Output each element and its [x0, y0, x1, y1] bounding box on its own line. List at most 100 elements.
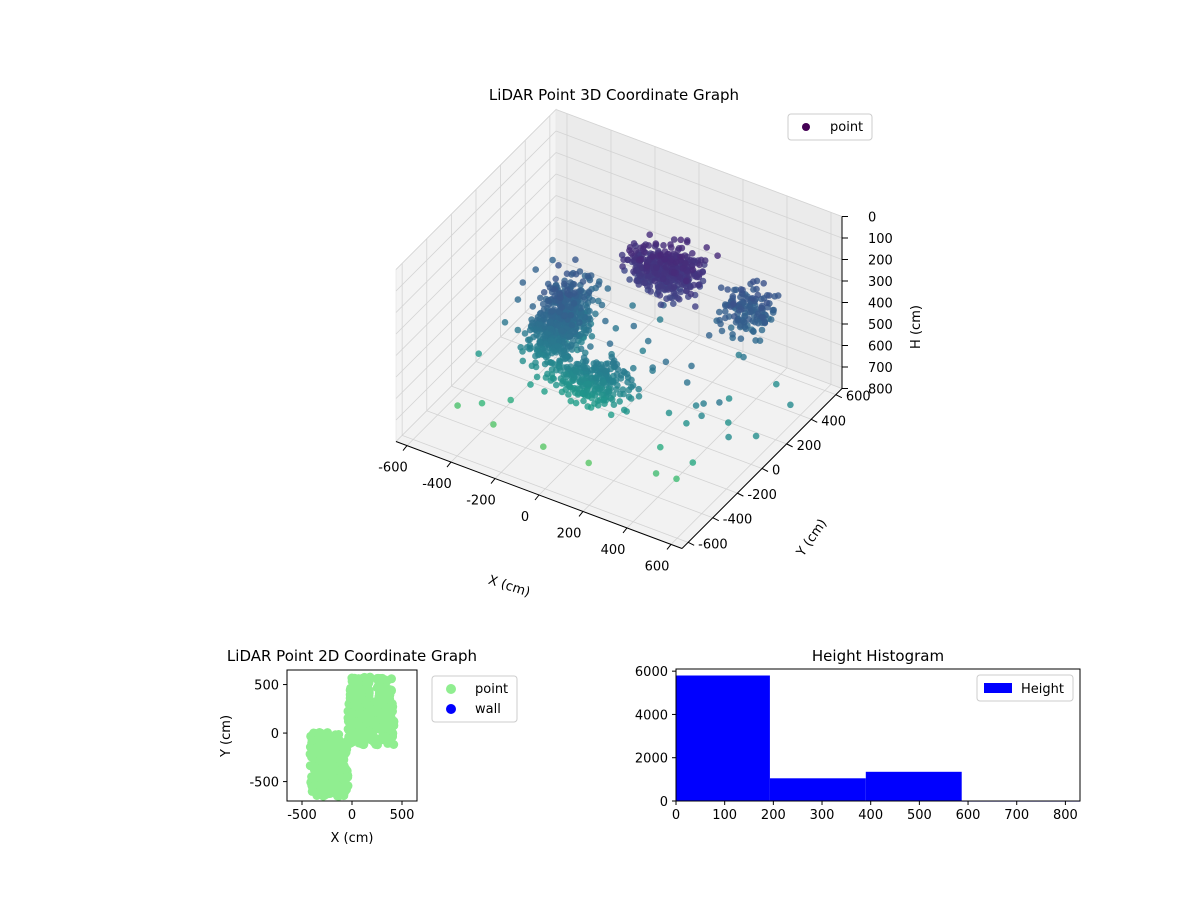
point-3d — [567, 311, 575, 319]
y-tick-label: 2000 — [635, 752, 668, 767]
point-3d — [563, 270, 571, 278]
point-3d — [587, 343, 594, 350]
y-tick — [786, 443, 793, 448]
point-3d — [532, 266, 539, 273]
point-3d — [604, 285, 612, 292]
point-2d — [350, 694, 360, 704]
chart-3d-legend-label: point — [830, 120, 863, 135]
point-2d — [320, 750, 330, 760]
y-tick — [687, 541, 695, 546]
point-3d — [594, 397, 602, 405]
point-3d — [611, 362, 618, 370]
point-3d — [577, 304, 584, 312]
point-3d — [670, 289, 678, 297]
point-3d — [529, 303, 537, 310]
z-tick-label: 200 — [868, 254, 893, 269]
histogram-ticks: 0 100 200 300 400 500 600 700 800 0 2000 4000 6000 — [635, 665, 1078, 823]
point-3d — [620, 406, 628, 414]
z-tick-label: 700 — [868, 361, 893, 376]
point-3d — [526, 336, 533, 343]
grid-line — [395, 173, 557, 335]
point-3d — [555, 262, 562, 269]
x-tick-label: -200 — [466, 494, 496, 509]
x-tick — [402, 445, 408, 451]
point-3d — [547, 319, 554, 326]
chart-2d-legend-point-marker — [446, 684, 456, 694]
point-3d — [673, 475, 680, 483]
point-3d — [490, 421, 497, 428]
y-tick-label: 0 — [772, 464, 780, 479]
point-3d — [682, 260, 690, 268]
point-3d — [637, 255, 645, 263]
point-3d — [572, 270, 580, 278]
point-3d — [572, 256, 579, 264]
point-3d — [634, 277, 641, 285]
point-3d — [630, 364, 637, 372]
point-3d — [743, 295, 750, 302]
x-tick-label: 800 — [1053, 808, 1078, 823]
point-3d — [619, 386, 627, 393]
chart-3d-grid — [395, 109, 843, 545]
point-3d — [722, 308, 729, 315]
point-3d — [670, 236, 678, 243]
point-3d — [692, 303, 699, 310]
z-tick-label: 100 — [868, 232, 893, 247]
point-2d — [319, 730, 329, 739]
point-3d — [635, 393, 643, 400]
point-3d — [750, 278, 757, 286]
point-3d — [630, 322, 638, 330]
point-3d — [582, 357, 590, 365]
point-3d — [571, 328, 579, 336]
point-2d — [362, 684, 372, 694]
chart-3d-legend-marker — [802, 123, 810, 131]
point-3d — [646, 282, 654, 290]
chart-2d-ylabel: Y (cm) — [219, 715, 234, 758]
point-3d — [454, 402, 461, 409]
point-2d — [356, 727, 366, 736]
point-2d — [383, 721, 393, 731]
point-2d — [384, 703, 394, 712]
point-3d — [671, 269, 678, 276]
point-3d — [674, 294, 681, 302]
point-3d — [579, 376, 587, 383]
point-3d — [716, 399, 723, 406]
point-3d — [514, 326, 522, 334]
point-3d — [740, 353, 747, 361]
point-3d — [552, 275, 559, 283]
point-3d — [585, 327, 593, 334]
point-3d — [774, 292, 782, 299]
x-tick-label: 100 — [712, 808, 737, 823]
point-2d — [318, 776, 328, 786]
point-2d — [310, 762, 320, 772]
y-tick-label: -600 — [698, 537, 728, 552]
y-tick — [712, 517, 719, 522]
point-3d — [527, 381, 534, 388]
point-3d — [551, 286, 559, 293]
point-3d — [635, 385, 642, 393]
x-tick-label: 600 — [956, 808, 981, 823]
point-3d — [602, 317, 609, 325]
point-2d — [381, 732, 390, 742]
point-3d — [683, 238, 691, 246]
point-3d — [643, 262, 651, 270]
point-3d — [598, 301, 606, 309]
point-2d — [379, 714, 388, 724]
grid-line — [395, 152, 557, 313]
point-3d — [716, 316, 723, 324]
point-3d — [475, 350, 483, 358]
point-2d — [386, 712, 396, 722]
point-2d — [320, 768, 330, 778]
point-3d — [547, 325, 555, 333]
grid-line — [555, 152, 843, 260]
histogram-bar — [769, 778, 866, 801]
grid-line — [395, 238, 557, 399]
point-3d — [731, 286, 738, 294]
point-3d — [729, 293, 737, 300]
point-3d — [717, 284, 725, 292]
point-3d — [688, 362, 695, 370]
x-tick-label: 500 — [390, 808, 415, 823]
point-3d — [660, 242, 667, 249]
chart-2d-legend-point-label: point — [475, 682, 508, 697]
point-3d — [606, 340, 614, 348]
